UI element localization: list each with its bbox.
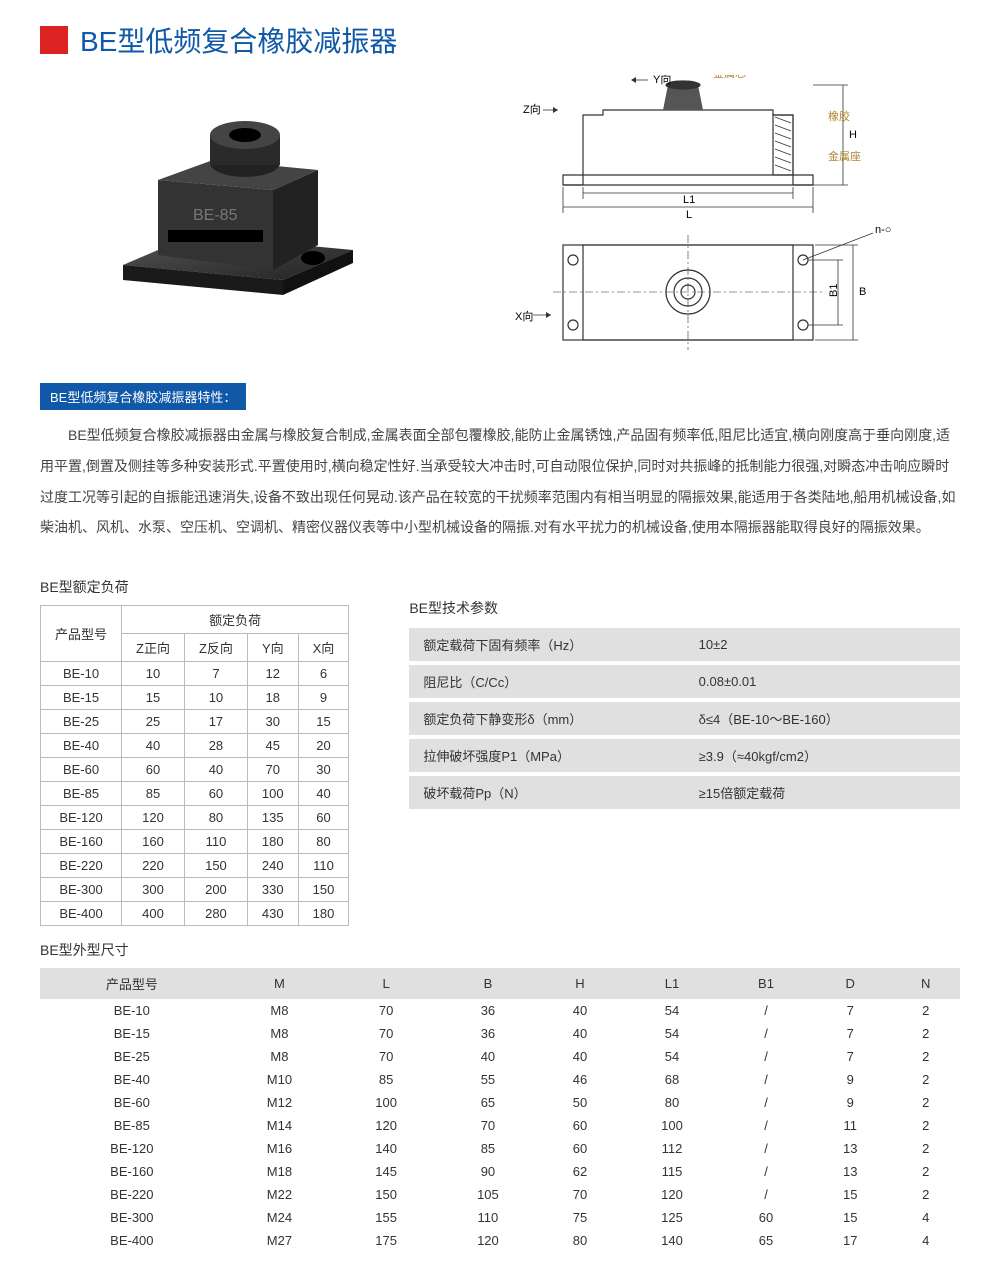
svg-text:B: B xyxy=(859,286,866,298)
feature-header: BE型低频复合橡胶减振器特性： xyxy=(40,383,246,410)
dim-col: L1 xyxy=(621,968,723,999)
svg-text:H: H xyxy=(849,129,857,141)
page-header: BE型低频复合橡胶减振器 xyxy=(40,20,960,60)
table-row: BE-220220150240110 xyxy=(41,854,349,878)
col-load: 额定负荷 xyxy=(122,606,349,634)
table-row: BE-16016011018080 xyxy=(41,830,349,854)
dim-col: B1 xyxy=(723,968,809,999)
table-row: BE-10107126 xyxy=(41,662,349,686)
title-bullet-icon xyxy=(40,26,68,54)
table-row: BE-40M1085554668/92 xyxy=(40,1068,960,1091)
table-row: BE-6060407030 xyxy=(41,758,349,782)
table-row: BE-25M870404054/72 xyxy=(40,1045,960,1068)
table-row: BE-300M241551107512560154 xyxy=(40,1206,960,1229)
load-section-title: BE型额定负荷 xyxy=(40,577,349,597)
dim-col: M xyxy=(224,968,336,999)
param-table: 额定载荷下固有频率（Hz）10±2阻尼比（C/Cc）0.08±0.01额定负荷下… xyxy=(409,628,960,813)
table-row: 额定载荷下固有频率（Hz）10±2 xyxy=(409,628,960,663)
load-subcol: Y向 xyxy=(247,634,298,662)
dim-section-title: BE型外型尺寸 xyxy=(40,940,960,960)
svg-text:L1: L1 xyxy=(683,194,695,206)
param-section-title: BE型技术参数 xyxy=(409,598,960,618)
technical-diagram: Z向 Y向 金属芯 橡胶 金属座 L1 L H xyxy=(503,75,923,358)
table-row: BE-400M271751208014065174 xyxy=(40,1229,960,1252)
svg-text:橡胶: 橡胶 xyxy=(828,109,850,123)
dim-col: N xyxy=(891,968,960,999)
svg-text:Y向: Y向 xyxy=(653,75,671,86)
col-model: 产品型号 xyxy=(41,606,122,662)
dim-table: 产品型号MLBHL1B1DN BE-10M870364054/72BE-15M8… xyxy=(40,968,960,1252)
table-row: BE-300300200330150 xyxy=(41,878,349,902)
svg-text:X向: X向 xyxy=(515,309,533,323)
table-row: BE-4040284520 xyxy=(41,734,349,758)
table-row: BE-1201208013560 xyxy=(41,806,349,830)
load-subcol: Z反向 xyxy=(184,634,247,662)
product-image: BE-85 xyxy=(78,75,388,325)
dim-col: 产品型号 xyxy=(40,968,224,999)
table-row: BE-220M2215010570120/152 xyxy=(40,1183,960,1206)
svg-text:L: L xyxy=(686,209,692,221)
page-title: BE型低频复合橡胶减振器 xyxy=(80,20,397,60)
svg-text:Z向: Z向 xyxy=(523,102,541,116)
table-row: BE-120M161408560112/132 xyxy=(40,1137,960,1160)
table-row: BE-85M141207060100/112 xyxy=(40,1114,960,1137)
table-row: BE-85856010040 xyxy=(41,782,349,806)
table-row: BE-160M181459062115/132 xyxy=(40,1160,960,1183)
table-row: 破坏载荷Pp（N）≥15倍额定载荷 xyxy=(409,774,960,811)
table-row: BE-2525173015 xyxy=(41,710,349,734)
table-row: 拉伸破坏强度P1（MPa）≥3.9（≈40kgf/cm2） xyxy=(409,737,960,774)
load-subcol: Z正向 xyxy=(122,634,185,662)
dim-col: D xyxy=(809,968,891,999)
dim-col: H xyxy=(539,968,621,999)
table-row: BE-15M870364054/72 xyxy=(40,1022,960,1045)
table-row: BE-400400280430180 xyxy=(41,902,349,926)
svg-text:BE-85: BE-85 xyxy=(193,207,238,224)
tables-row: BE型额定负荷 产品型号 额定负荷 Z正向Z反向Y向X向 BE-10107126… xyxy=(40,563,960,926)
images-row: BE-85 xyxy=(40,75,960,358)
svg-text:金属座: 金属座 xyxy=(828,149,861,163)
description-text: BE型低频复合橡胶减振器由金属与橡胶复合制成,金属表面全部包覆橡胶,能防止金属锈… xyxy=(40,420,960,543)
table-row: BE-10M870364054/72 xyxy=(40,999,960,1022)
table-row: BE-60M12100655080/92 xyxy=(40,1091,960,1114)
load-table: 产品型号 额定负荷 Z正向Z反向Y向X向 BE-10107126BE-15151… xyxy=(40,605,349,926)
load-subcol: X向 xyxy=(298,634,349,662)
table-row: 额定负荷下静变形δ（mm）δ≤4（BE-10～BE-160） xyxy=(409,700,960,737)
svg-text:n-○: n-○ xyxy=(875,224,891,236)
svg-text:B1: B1 xyxy=(828,284,840,297)
table-row: 阻尼比（C/Cc）0.08±0.01 xyxy=(409,663,960,700)
dim-col: L xyxy=(335,968,437,999)
svg-text:金属芯: 金属芯 xyxy=(713,75,746,80)
dim-col: B xyxy=(437,968,539,999)
table-row: BE-151510189 xyxy=(41,686,349,710)
